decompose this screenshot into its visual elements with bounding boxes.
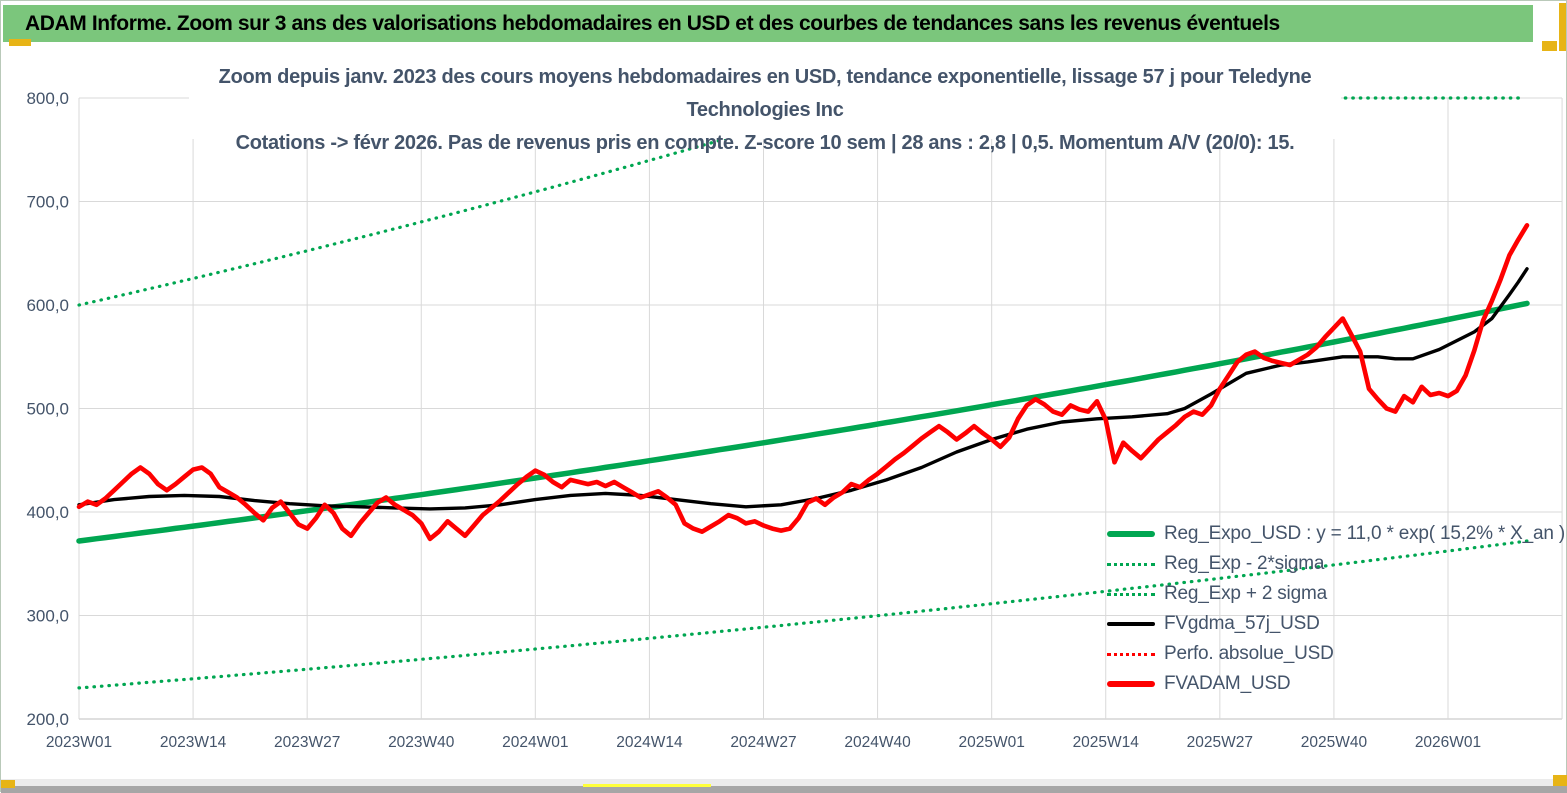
x-axis-label-2025W27[interactable]: 2025W27 xyxy=(1187,734,1253,751)
legend-item-fvgdma-57j-usd[interactable]: FVgdma_57j_USD xyxy=(1107,609,1565,639)
legend-line-sample-perfo-absolue-usd xyxy=(1107,652,1155,656)
y-axis-label-300[interactable]: 300,0 xyxy=(26,607,69,626)
y-axis-label-600[interactable]: 600,0 xyxy=(26,296,69,315)
x-axis-label-2024W14[interactable]: 2024W14 xyxy=(616,734,683,751)
legend-item-fvadam-usd[interactable]: FVADAM_USD xyxy=(1107,669,1565,699)
legend-line-sample-reg-exp-plus-2sigma xyxy=(1107,592,1155,596)
bottom-strip-light xyxy=(1,779,1567,786)
y-axis-label-700[interactable]: 700,0 xyxy=(26,193,69,212)
chart-title[interactable]: Zoom depuis janv. 2023 des cours moyens … xyxy=(189,55,1341,154)
legend-label-reg-expo-usd: Reg_Expo_USD : y = 11,0 * exp( 15,2% * X… xyxy=(1164,523,1565,544)
chart-legend[interactable]: Reg_Expo_USD : y = 11,0 * exp( 15,2% * X… xyxy=(1107,519,1565,699)
x-axis-label-2023W27[interactable]: 2023W27 xyxy=(274,734,340,751)
fvadam-usd-line[interactable] xyxy=(76,223,1530,542)
x-axis-label-2025W14[interactable]: 2025W14 xyxy=(1073,734,1140,751)
legend-item-reg-exp-plus-2sigma[interactable]: Reg_Exp + 2 sigma xyxy=(1107,579,1565,609)
reg-exp-plus-2sigma-line[interactable] xyxy=(77,120,783,307)
selection-handle-bottom-right[interactable] xyxy=(1553,775,1567,786)
reg-exp-minus-2sigma-line[interactable] xyxy=(77,539,1529,690)
x-axis-label-2023W01[interactable]: 2023W01 xyxy=(46,734,112,751)
chart-title-line2: Cotations -> févr 2026. Pas de revenus p… xyxy=(235,132,1295,154)
banner: ADAM Informe. Zoom sur 3 ans des valoris… xyxy=(3,5,1533,42)
x-axis-label-2026W01[interactable]: 2026W01 xyxy=(1415,734,1481,751)
x-axis-label-2025W01[interactable]: 2025W01 xyxy=(958,734,1024,751)
banner-title: ADAM Informe. Zoom sur 3 ans des valoris… xyxy=(25,11,1280,35)
selection-handle-top-left[interactable] xyxy=(9,39,31,46)
x-axis-label-2023W14[interactable]: 2023W14 xyxy=(160,734,227,751)
legend-line-sample-reg-expo-usd xyxy=(1107,531,1155,537)
x-axis-label-2023W40[interactable]: 2023W40 xyxy=(388,734,455,751)
x-axis-label-2024W40[interactable]: 2024W40 xyxy=(844,734,911,751)
bottom-strip-dark xyxy=(1,786,1567,793)
sheet-tab-highlight xyxy=(583,784,711,787)
legend-item-perfo-absolue-usd[interactable]: Perfo. absolue_USD xyxy=(1107,639,1565,669)
y-axis-label-200[interactable]: 200,0 xyxy=(26,710,69,729)
selection-handle-bottom-left[interactable] xyxy=(1,780,15,788)
x-axis-label-2024W01[interactable]: 2024W01 xyxy=(502,734,568,751)
x-axis-label-2025W40[interactable]: 2025W40 xyxy=(1301,734,1368,751)
legend-line-sample-reg-exp-minus-2sigma xyxy=(1107,562,1155,566)
legend-label-reg-exp-minus-2sigma: Reg_Exp - 2*sigma xyxy=(1164,553,1325,574)
legend-label-fvgdma-57j-usd: FVgdma_57j_USD xyxy=(1164,613,1320,634)
x-axis-label-2024W27[interactable]: 2024W27 xyxy=(730,734,796,751)
selection-handle-top-right[interactable] xyxy=(1542,41,1557,51)
y-axis-label-400[interactable]: 400,0 xyxy=(26,503,69,522)
selection-handle-right-edge[interactable] xyxy=(1559,3,1566,51)
legend-item-reg-expo-usd[interactable]: Reg_Expo_USD : y = 11,0 * exp( 15,2% * X… xyxy=(1107,519,1565,549)
legend-label-fvadam-usd: FVADAM_USD xyxy=(1164,673,1291,694)
legend-label-perfo-absolue-usd: Perfo. absolue_USD xyxy=(1164,643,1334,664)
legend-line-sample-fvgdma-57j-usd xyxy=(1107,622,1155,626)
legend-label-reg-exp-plus-2sigma: Reg_Exp + 2 sigma xyxy=(1164,583,1327,604)
fvgdma-57j-usd-line[interactable] xyxy=(77,267,1529,511)
chart-title-line1: Zoom depuis janv. 2023 des cours moyens … xyxy=(218,66,1312,121)
legend-item-reg-exp-minus-2sigma[interactable]: Reg_Exp - 2*sigma xyxy=(1107,549,1565,579)
y-axis-label-800[interactable]: 800,0 xyxy=(26,89,69,108)
legend-line-sample-fvadam-usd xyxy=(1107,681,1155,687)
y-axis-label-500[interactable]: 500,0 xyxy=(26,400,69,419)
